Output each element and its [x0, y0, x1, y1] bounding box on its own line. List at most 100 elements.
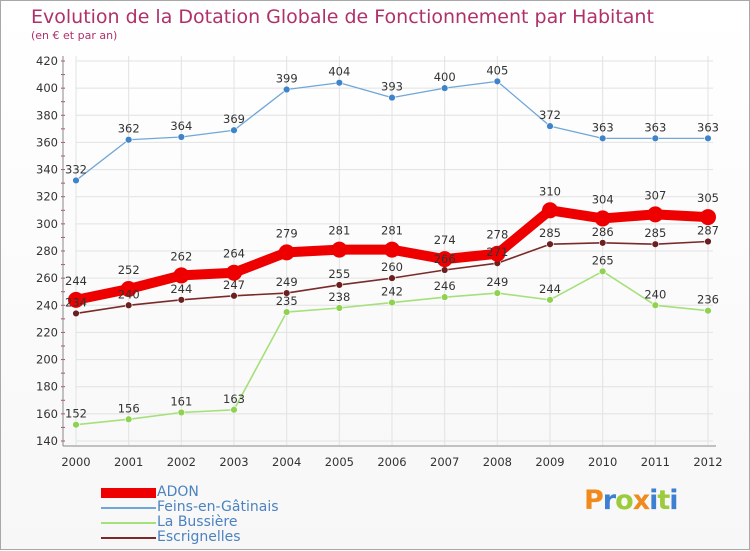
- data-point: [384, 241, 400, 258]
- data-point: [598, 134, 607, 143]
- logo-letter: i: [669, 485, 678, 516]
- data-point: [230, 126, 238, 134]
- data-point: [120, 281, 137, 297]
- data-label: 363: [644, 120, 666, 134]
- data-point: [440, 266, 449, 274]
- data-label: 369: [223, 112, 245, 126]
- data-point: [651, 134, 660, 143]
- y-tick-label: 240: [36, 298, 58, 312]
- data-point: [546, 240, 554, 248]
- data-point: [173, 267, 190, 284]
- data-point: [594, 210, 611, 227]
- x-tick-label: 2005: [325, 455, 354, 469]
- legend-label: Feins-en-Gâtinais: [157, 499, 279, 515]
- data-label: 242: [381, 285, 403, 299]
- data-label: 286: [592, 225, 614, 239]
- data-label: 238: [328, 290, 350, 304]
- data-label: 265: [592, 253, 614, 267]
- data-point: [493, 77, 502, 86]
- axes: 140 160 180 200 220 240 260 280 300 320 340 360 380 4…: [36, 54, 723, 469]
- data-label: 240: [644, 287, 666, 301]
- data-label: 156: [118, 401, 140, 415]
- data-point: [177, 408, 186, 417]
- legend-label: La Bussière: [157, 514, 238, 530]
- data-label: 400: [434, 70, 456, 84]
- data-point: [177, 296, 186, 304]
- data-label: 274: [434, 233, 456, 247]
- data-label: 362: [118, 122, 140, 136]
- data-label: 247: [223, 278, 245, 292]
- data-point: [282, 289, 291, 297]
- x-tick-label: 2003: [219, 455, 248, 469]
- data-point: [436, 251, 453, 268]
- x-tick-label: 2004: [272, 455, 301, 469]
- y-tick-label: 320: [36, 190, 58, 204]
- x-tick-label: 2008: [483, 455, 512, 469]
- data-point: [647, 206, 664, 223]
- x-tick-label: 2009: [535, 455, 564, 469]
- data-point: [335, 304, 344, 312]
- x-tick-label: 2006: [377, 455, 406, 469]
- logo-letter: t: [657, 485, 670, 516]
- y-tick-label: 300: [36, 217, 58, 231]
- data-label: 244: [539, 282, 561, 296]
- y-tick-label: 260: [36, 271, 58, 285]
- legend-swatch: [101, 507, 156, 509]
- data-point: [72, 421, 80, 429]
- x-tick-label: 2001: [114, 455, 143, 469]
- data-label: 363: [592, 120, 614, 134]
- y-tick-label: 360: [36, 135, 58, 149]
- logo-letter: P: [584, 485, 604, 516]
- y-tick-label: 400: [36, 81, 58, 95]
- data-label: 264: [223, 247, 245, 261]
- y-tick-label: 140: [36, 434, 58, 448]
- data-point: [335, 281, 344, 289]
- data-label: 240: [118, 287, 140, 301]
- data-point: [489, 245, 506, 262]
- series-lines: [68, 77, 716, 429]
- data-label: 364: [170, 119, 192, 133]
- proxiti-logo: Proxiti: [584, 485, 679, 516]
- data-label: 332: [65, 162, 87, 176]
- y-tick-label: 200: [36, 353, 58, 367]
- data-label: 285: [539, 226, 561, 240]
- data-label: 393: [381, 80, 403, 94]
- data-label: 404: [328, 65, 350, 79]
- data-point: [388, 274, 396, 282]
- data-label: 271: [486, 245, 508, 259]
- y-tick-label: 220: [36, 325, 58, 339]
- legend-swatch: [101, 537, 156, 539]
- data-label: 235: [276, 294, 298, 308]
- data-label: 163: [223, 392, 245, 406]
- data-point: [72, 176, 80, 185]
- x-tick-label: 2000: [61, 455, 90, 469]
- logo-letter: i: [649, 485, 658, 516]
- data-point: [546, 296, 554, 304]
- y-tick-label: 160: [36, 407, 58, 421]
- data-point: [440, 293, 449, 301]
- data-point: [72, 309, 80, 318]
- data-label: 266: [434, 252, 456, 266]
- data-point: [651, 240, 660, 248]
- data-label: 234: [65, 295, 87, 309]
- data-label: 249: [486, 275, 508, 289]
- data-point: [335, 79, 344, 87]
- data-label: 399: [276, 72, 298, 86]
- data-label: 307: [644, 188, 666, 202]
- x-tick-label: 2012: [693, 455, 722, 469]
- data-label: 279: [276, 226, 298, 240]
- legend-label: Escrignelles: [157, 529, 241, 545]
- chart-subtitle: (en € et par an): [31, 29, 118, 42]
- data-label: 305: [697, 191, 719, 205]
- x-tick-label: 2007: [430, 455, 459, 469]
- data-point: [124, 415, 133, 423]
- data-label: 287: [697, 224, 719, 238]
- data-point: [278, 244, 295, 261]
- x-tick-label: 2002: [167, 455, 196, 469]
- y-tick-label: 380: [36, 108, 58, 122]
- data-label: 304: [592, 192, 614, 206]
- data-label: 405: [486, 63, 508, 77]
- data-point: [704, 237, 712, 246]
- data-point: [230, 406, 238, 414]
